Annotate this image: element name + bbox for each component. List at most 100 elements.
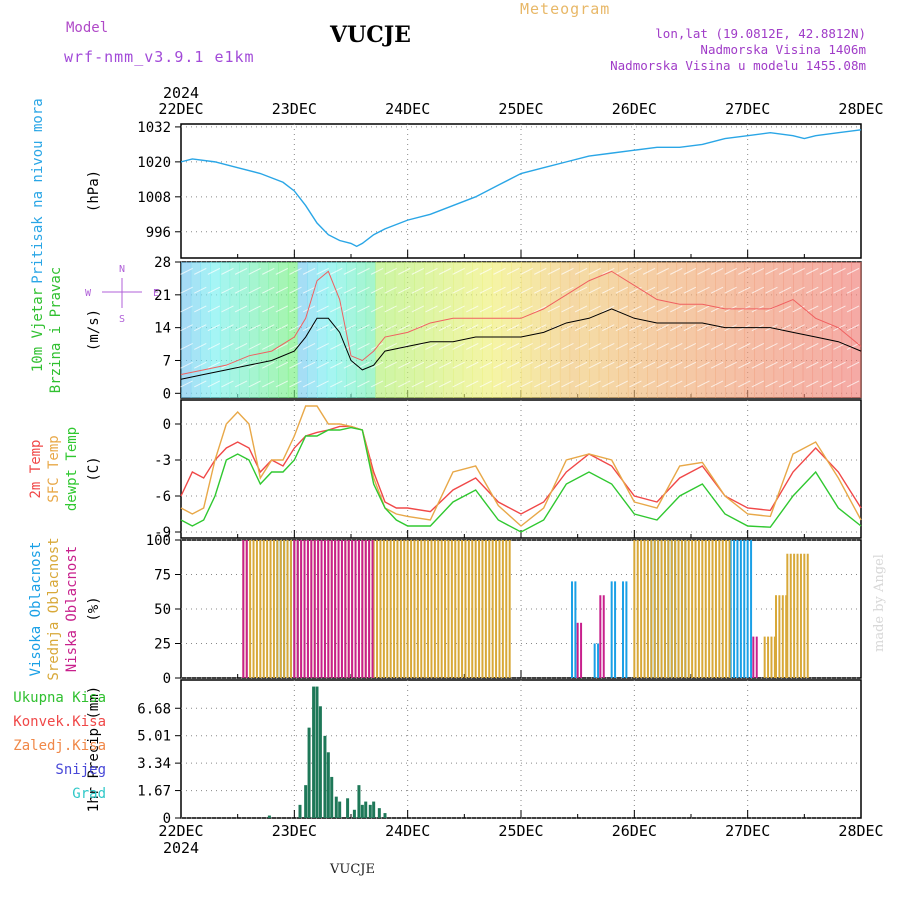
precip-bar (357, 785, 361, 818)
wind-barb (398, 305, 411, 313)
wind-barb (602, 286, 615, 294)
legend-label: 10m Vjetar (30, 288, 46, 372)
y-tick-label: -6 (154, 489, 171, 505)
wind-field-band (676, 262, 687, 398)
precip-bar (372, 801, 376, 818)
wind-field-band (287, 262, 299, 398)
wind-field-band (375, 262, 386, 398)
wind-barb (207, 324, 221, 332)
wind-barb (710, 267, 724, 275)
wind-barb (493, 305, 506, 313)
wind-barb (316, 361, 329, 369)
unit-label-clouds: (%) (86, 596, 102, 621)
precip-bar (318, 706, 322, 818)
y-tick-label: 6.68 (137, 701, 171, 717)
wind-barb (316, 380, 329, 388)
wind-barb (561, 342, 574, 350)
wind-field-band (511, 262, 522, 398)
credit-watermark: made by Angel (872, 554, 887, 652)
wind-barb (316, 342, 329, 350)
precip-bar (323, 735, 327, 818)
wind-barb (656, 324, 669, 332)
wind-barb (438, 324, 452, 332)
wind-field-band (793, 262, 804, 398)
wind-field-band (453, 262, 464, 398)
wind-barb (806, 286, 819, 294)
wind-barb (262, 267, 275, 275)
wind-barb (683, 267, 697, 275)
wind-barb (316, 267, 329, 275)
wind-barb (493, 267, 506, 275)
wind-barb (479, 342, 493, 350)
legend-label: Pritisak na nivou mora (30, 98, 46, 283)
wind-barb (180, 305, 193, 313)
wind-field-band (355, 262, 367, 398)
wind-field-band (472, 262, 483, 398)
x-tick-label-bottom: 25DEC (498, 822, 543, 840)
precip-bar (383, 813, 387, 818)
wind-field-band (579, 262, 590, 398)
y-tick-label: 7 (163, 353, 171, 369)
wind-barb (792, 342, 805, 350)
wind-field-band (278, 262, 289, 398)
compass-west: W (85, 288, 92, 299)
wind-field-band (618, 262, 629, 398)
wind-barb (194, 361, 207, 369)
wind-barb (602, 361, 615, 369)
wind-field-band (433, 262, 444, 398)
wind-barb (561, 380, 574, 388)
wind-barb (384, 267, 397, 275)
wind-barb (683, 380, 697, 388)
y-tick-label: 0 (163, 386, 171, 402)
wind-barb (697, 342, 710, 350)
wind-barb (806, 361, 819, 369)
wind-barb (248, 324, 261, 332)
wind-barb (262, 361, 275, 369)
precip-bar (346, 798, 350, 818)
wind-barb (466, 267, 479, 275)
wind-barb (833, 305, 846, 313)
model-altitude-label: Nadmorska Visina u modelu 1455.08m (610, 58, 866, 73)
wind-barb (561, 267, 574, 275)
wind-barb (316, 305, 329, 313)
wind-barb (194, 380, 207, 388)
wind-barb (370, 267, 384, 275)
wind-barb (765, 380, 778, 388)
compass-north: N (119, 264, 125, 275)
wind-barb (207, 286, 221, 294)
wind-barb (819, 324, 833, 332)
legend-label: Visoka Oblacnost (28, 542, 44, 677)
wind-barb (615, 324, 629, 332)
wind-barb (479, 324, 493, 332)
precip-bar (364, 801, 368, 818)
wind-barb (547, 342, 561, 350)
wind-barb (520, 380, 533, 388)
wind-barb (588, 342, 601, 350)
wind-barb (180, 380, 193, 388)
wind-barb (180, 342, 193, 350)
wind-field-band (715, 262, 726, 398)
wind-field-band (647, 262, 658, 398)
wind-barb (330, 361, 343, 369)
wind-barb (670, 342, 683, 350)
wind-barb (289, 267, 302, 275)
wind-barb (656, 305, 669, 313)
wind-barb (574, 342, 588, 350)
wind-field-band (589, 262, 600, 398)
wind-field-band (763, 262, 775, 398)
wind-barb (670, 286, 683, 294)
wind-barb (248, 380, 261, 388)
wind-field-band (307, 262, 318, 398)
wind-barb (588, 286, 601, 294)
wind-barb (438, 305, 452, 313)
legend-label: Brzina i Pravac (48, 267, 64, 393)
wind-barb (452, 324, 465, 332)
wind-barb (411, 342, 425, 350)
wind-barb (710, 305, 724, 313)
wind-barb (384, 286, 397, 294)
wind-barb (629, 361, 642, 369)
wind-barb (194, 267, 207, 275)
wind-barb (534, 361, 547, 369)
wind-barb (180, 361, 193, 369)
wind-barb (425, 324, 438, 332)
